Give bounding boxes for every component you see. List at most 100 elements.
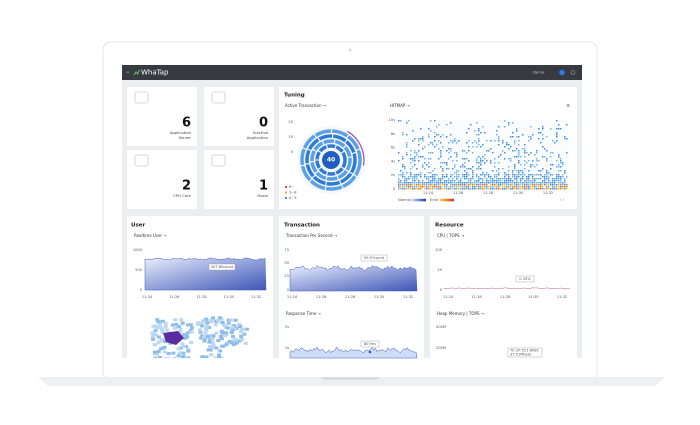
link[interactable]: Active Transaction → [285,103,327,108]
hitmap-cell [412,130,414,132]
hitmap-cell [522,134,524,136]
list-icon[interactable]: ☰ [566,103,570,108]
hitmap-cell [520,164,522,166]
hitmap-cell [464,166,466,168]
hitmap-cell [532,186,534,188]
hitmap-cell [514,176,516,178]
settings-icon[interactable] [570,70,576,75]
map-cell [173,326,178,330]
link[interactable]: Heap Memory | TOPS → [437,311,485,316]
hitmap-cell [556,184,558,186]
stat-value: 1 [259,179,268,194]
hitmap-cell [566,124,568,126]
hitmap-cell [542,186,544,188]
map-cell [188,323,193,327]
hitmap-cell [418,138,420,140]
pager[interactable]: ‹ › [560,198,565,202]
hitmap-cell [528,180,530,182]
hitmap-cell [476,142,478,144]
menu-icon[interactable]: ≡ [126,70,129,75]
map-cell [180,342,185,346]
hitmap-cell [490,148,492,150]
hitmap-cell [504,152,506,154]
hitmap-cell [548,180,550,182]
hitmap-cell [404,178,406,180]
time-label: 11:24 [443,295,454,299]
hitmap-cell [508,158,510,160]
hitmap-cell [436,144,438,146]
hitmap-cell [504,180,506,182]
hitmap-cell [556,132,558,134]
hitmap-cell [508,124,510,126]
avatar[interactable] [559,69,565,76]
hitmap-cell [482,144,484,146]
hitmap-cell [496,182,498,184]
stat-value: 0 [259,116,268,131]
hitmap-cell [426,184,428,186]
hitmap-cell [528,154,530,156]
hitmap-cell [426,186,428,188]
logo[interactable]: WhaTap [141,69,169,77]
hitmap-cell [524,148,526,150]
hitmap-cell [500,180,502,182]
hitmap-cell [538,182,540,184]
hitmap-cell [486,188,488,190]
hitmap-cell [464,184,466,186]
map-cell [242,332,247,336]
hitmap-cell [416,174,418,176]
hitmap-cell [404,166,406,168]
hitmap-cell [556,134,558,136]
link[interactable]: CPU | TOPS → [437,233,465,238]
hitmap-cell [432,144,434,146]
hitmap-cell [402,182,404,184]
hitmap-cell [486,140,488,142]
donut-ring [300,129,362,191]
hitmap-cell [478,188,480,190]
hitmap-cell [522,148,524,150]
hitmap-cell [558,128,560,130]
axis-label: 400M [436,325,446,329]
map-cell [231,338,236,342]
hitmap-cell [456,172,458,174]
hitmap-cell [458,180,460,182]
hitmap-cell [532,180,534,182]
hitmap-cell [486,174,488,176]
map-cell [199,336,204,340]
axis-label: 75 [284,248,289,252]
map-cell [219,329,224,333]
hitmap-cell [460,166,462,168]
hitmap-cell [462,186,464,188]
map-cell [219,337,224,341]
map-cell [163,321,168,325]
hitmap-cell [402,188,404,190]
user-menu[interactable]: Demo [533,70,545,75]
hitmap-cell [470,178,472,180]
hitmap-cell [478,186,480,188]
hitmap-cell [450,122,452,124]
hitmap-cell [542,126,544,128]
hitmap-cell [446,164,448,166]
hitmap-cell [434,184,436,186]
cpu-line [443,287,571,290]
hitmap-cell [398,182,400,184]
axis-label: 10 [288,135,293,139]
link[interactable]: Response Time → [286,311,322,316]
hitmap-cell [526,162,528,164]
hitmap-cell [456,184,458,186]
hitmap-cell [544,182,546,184]
hitmap-cell [560,170,562,172]
hitmap-cell [528,188,530,190]
link[interactable]: Transaction Per Second → [285,233,338,238]
link[interactable]: Realtime User → [134,233,167,238]
link[interactable]: HITMAP → [390,103,411,108]
hitmap-cell [446,180,448,182]
hitmap-cell [504,182,506,184]
hitmap-cell [552,174,554,176]
hitmap-cell [492,188,494,190]
hitmap-cell [456,174,458,176]
hitmap-cell [430,120,432,122]
hitmap-cell [440,152,442,154]
hitmap-cell [418,156,420,158]
hitmap-cell [434,180,436,182]
map-cell [231,343,236,347]
